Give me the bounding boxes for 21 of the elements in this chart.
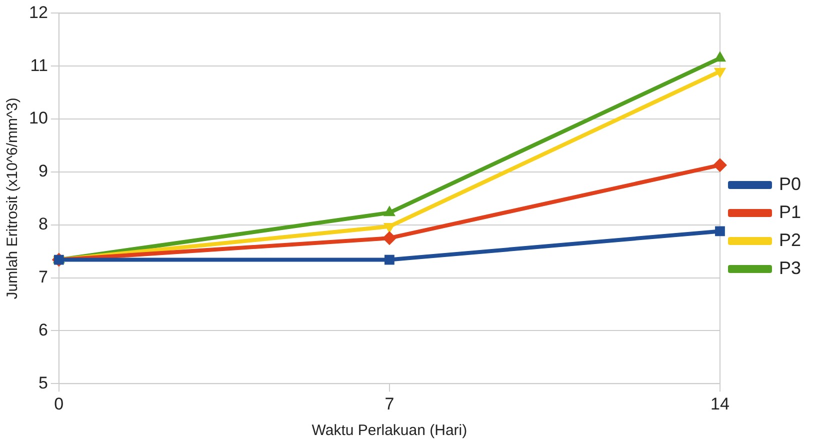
legend-label: P1 bbox=[778, 202, 802, 222]
x-tick-label: 7 bbox=[384, 394, 394, 414]
y-tick-label: 6 bbox=[38, 320, 48, 340]
x-tick-label: 14 bbox=[710, 394, 730, 414]
x-tick-label: 0 bbox=[54, 394, 64, 414]
y-tick-label: 10 bbox=[28, 108, 48, 128]
y-tick-label: 9 bbox=[38, 162, 48, 181]
point bbox=[382, 231, 396, 246]
y-tick-label: 12 bbox=[28, 2, 48, 22]
point bbox=[715, 226, 725, 236]
y-tick-label: 5 bbox=[38, 373, 48, 392]
y-tick-label: 11 bbox=[30, 56, 48, 75]
y-tick-label: 7 bbox=[38, 267, 48, 286]
y-tick-label: 8 bbox=[38, 214, 48, 234]
y-axis-title: Jumlah Eritrosit (x10^6/mm^3) bbox=[4, 98, 22, 300]
point bbox=[712, 158, 727, 172]
legend-label: P0 bbox=[778, 174, 802, 194]
legend-label: P3 bbox=[778, 258, 802, 278]
point bbox=[384, 254, 394, 265]
x-axis-title: Waktu Perlakuan (Hari) bbox=[312, 422, 468, 440]
legend-label: P2 bbox=[778, 230, 802, 250]
